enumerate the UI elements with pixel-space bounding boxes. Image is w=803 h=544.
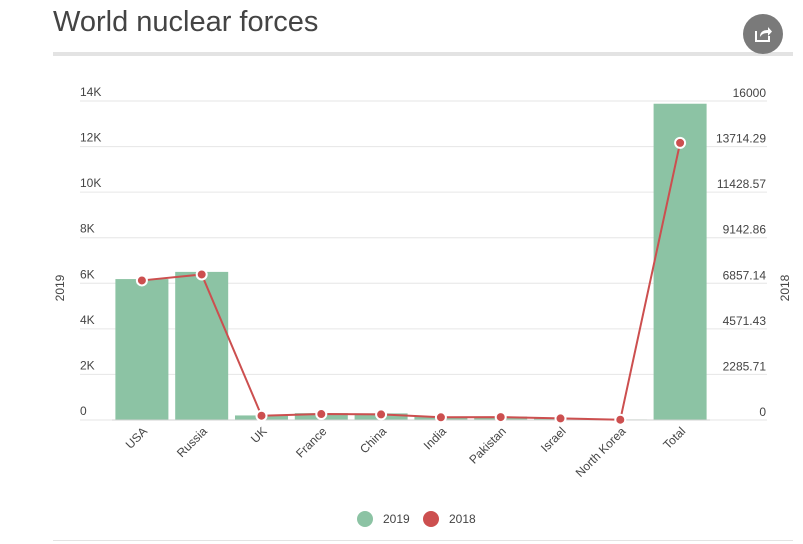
bar-usa <box>115 279 169 420</box>
y-left-tick-label: 14K <box>80 85 101 99</box>
share-icon <box>755 27 772 42</box>
legend-label: 2018 <box>449 512 476 526</box>
y-right-tick-label: 6857.14 <box>723 268 767 282</box>
y-left-axis-title: 2019 <box>53 274 67 301</box>
bar-total <box>653 103 707 420</box>
point-india <box>434 411 447 424</box>
x-tick-label: France <box>293 424 330 461</box>
point-russia <box>195 268 208 281</box>
y-left-tick-label: 2K <box>80 358 95 372</box>
share-button[interactable] <box>743 14 783 54</box>
point-total <box>674 136 687 149</box>
point-north-korea <box>614 413 627 426</box>
x-tick-label: China <box>357 424 389 456</box>
legend-swatch <box>423 511 439 527</box>
legend: 2019 2018 <box>357 511 476 527</box>
y-right-tick-label: 4571.43 <box>723 314 767 328</box>
x-tick-label: Russia <box>174 424 210 460</box>
legend-label: 2019 <box>383 512 410 526</box>
x-tick-label: UK <box>248 424 270 446</box>
x-tick-label: Pakistan <box>466 424 508 466</box>
y-left-tick-label: 8K <box>80 222 95 236</box>
point-france <box>315 408 328 421</box>
x-tick-label: USA <box>123 424 150 451</box>
point-pakistan <box>494 411 507 424</box>
y-left-tick-label: 6K <box>80 267 95 281</box>
y-right-tick-label: 0 <box>759 405 766 419</box>
x-tick-label: India <box>421 424 450 453</box>
point-israel <box>554 412 567 425</box>
y-right-tick-label: 2285.71 <box>723 359 767 373</box>
bottom-divider <box>53 540 793 541</box>
y-left-tick-label: 12K <box>80 131 101 145</box>
series-line-2018 <box>141 142 682 421</box>
y-right-tick-label: 13714.29 <box>716 132 766 146</box>
y-right-tick-label: 16000 <box>733 86 767 100</box>
y-left-tick-label: 0 <box>80 404 87 418</box>
y-left-tick-label: 4K <box>80 313 95 327</box>
chart-title: World nuclear forces <box>53 6 319 38</box>
y-right-axis-title: 2018 <box>778 274 792 301</box>
bar-russia <box>175 271 229 420</box>
legend-swatch <box>357 511 373 527</box>
x-tick-label: Israel <box>538 424 569 455</box>
title-divider <box>53 52 793 56</box>
x-tick-label: North Korea <box>573 424 629 480</box>
y-left-tick-label: 10K <box>80 176 101 190</box>
y-right-tick-label: 9142.86 <box>723 223 767 237</box>
point-china <box>375 408 388 421</box>
x-tick-label: Total <box>660 424 688 452</box>
y-right-tick-label: 11428.57 <box>717 177 766 191</box>
point-uk <box>255 409 268 422</box>
point-usa <box>135 274 148 287</box>
